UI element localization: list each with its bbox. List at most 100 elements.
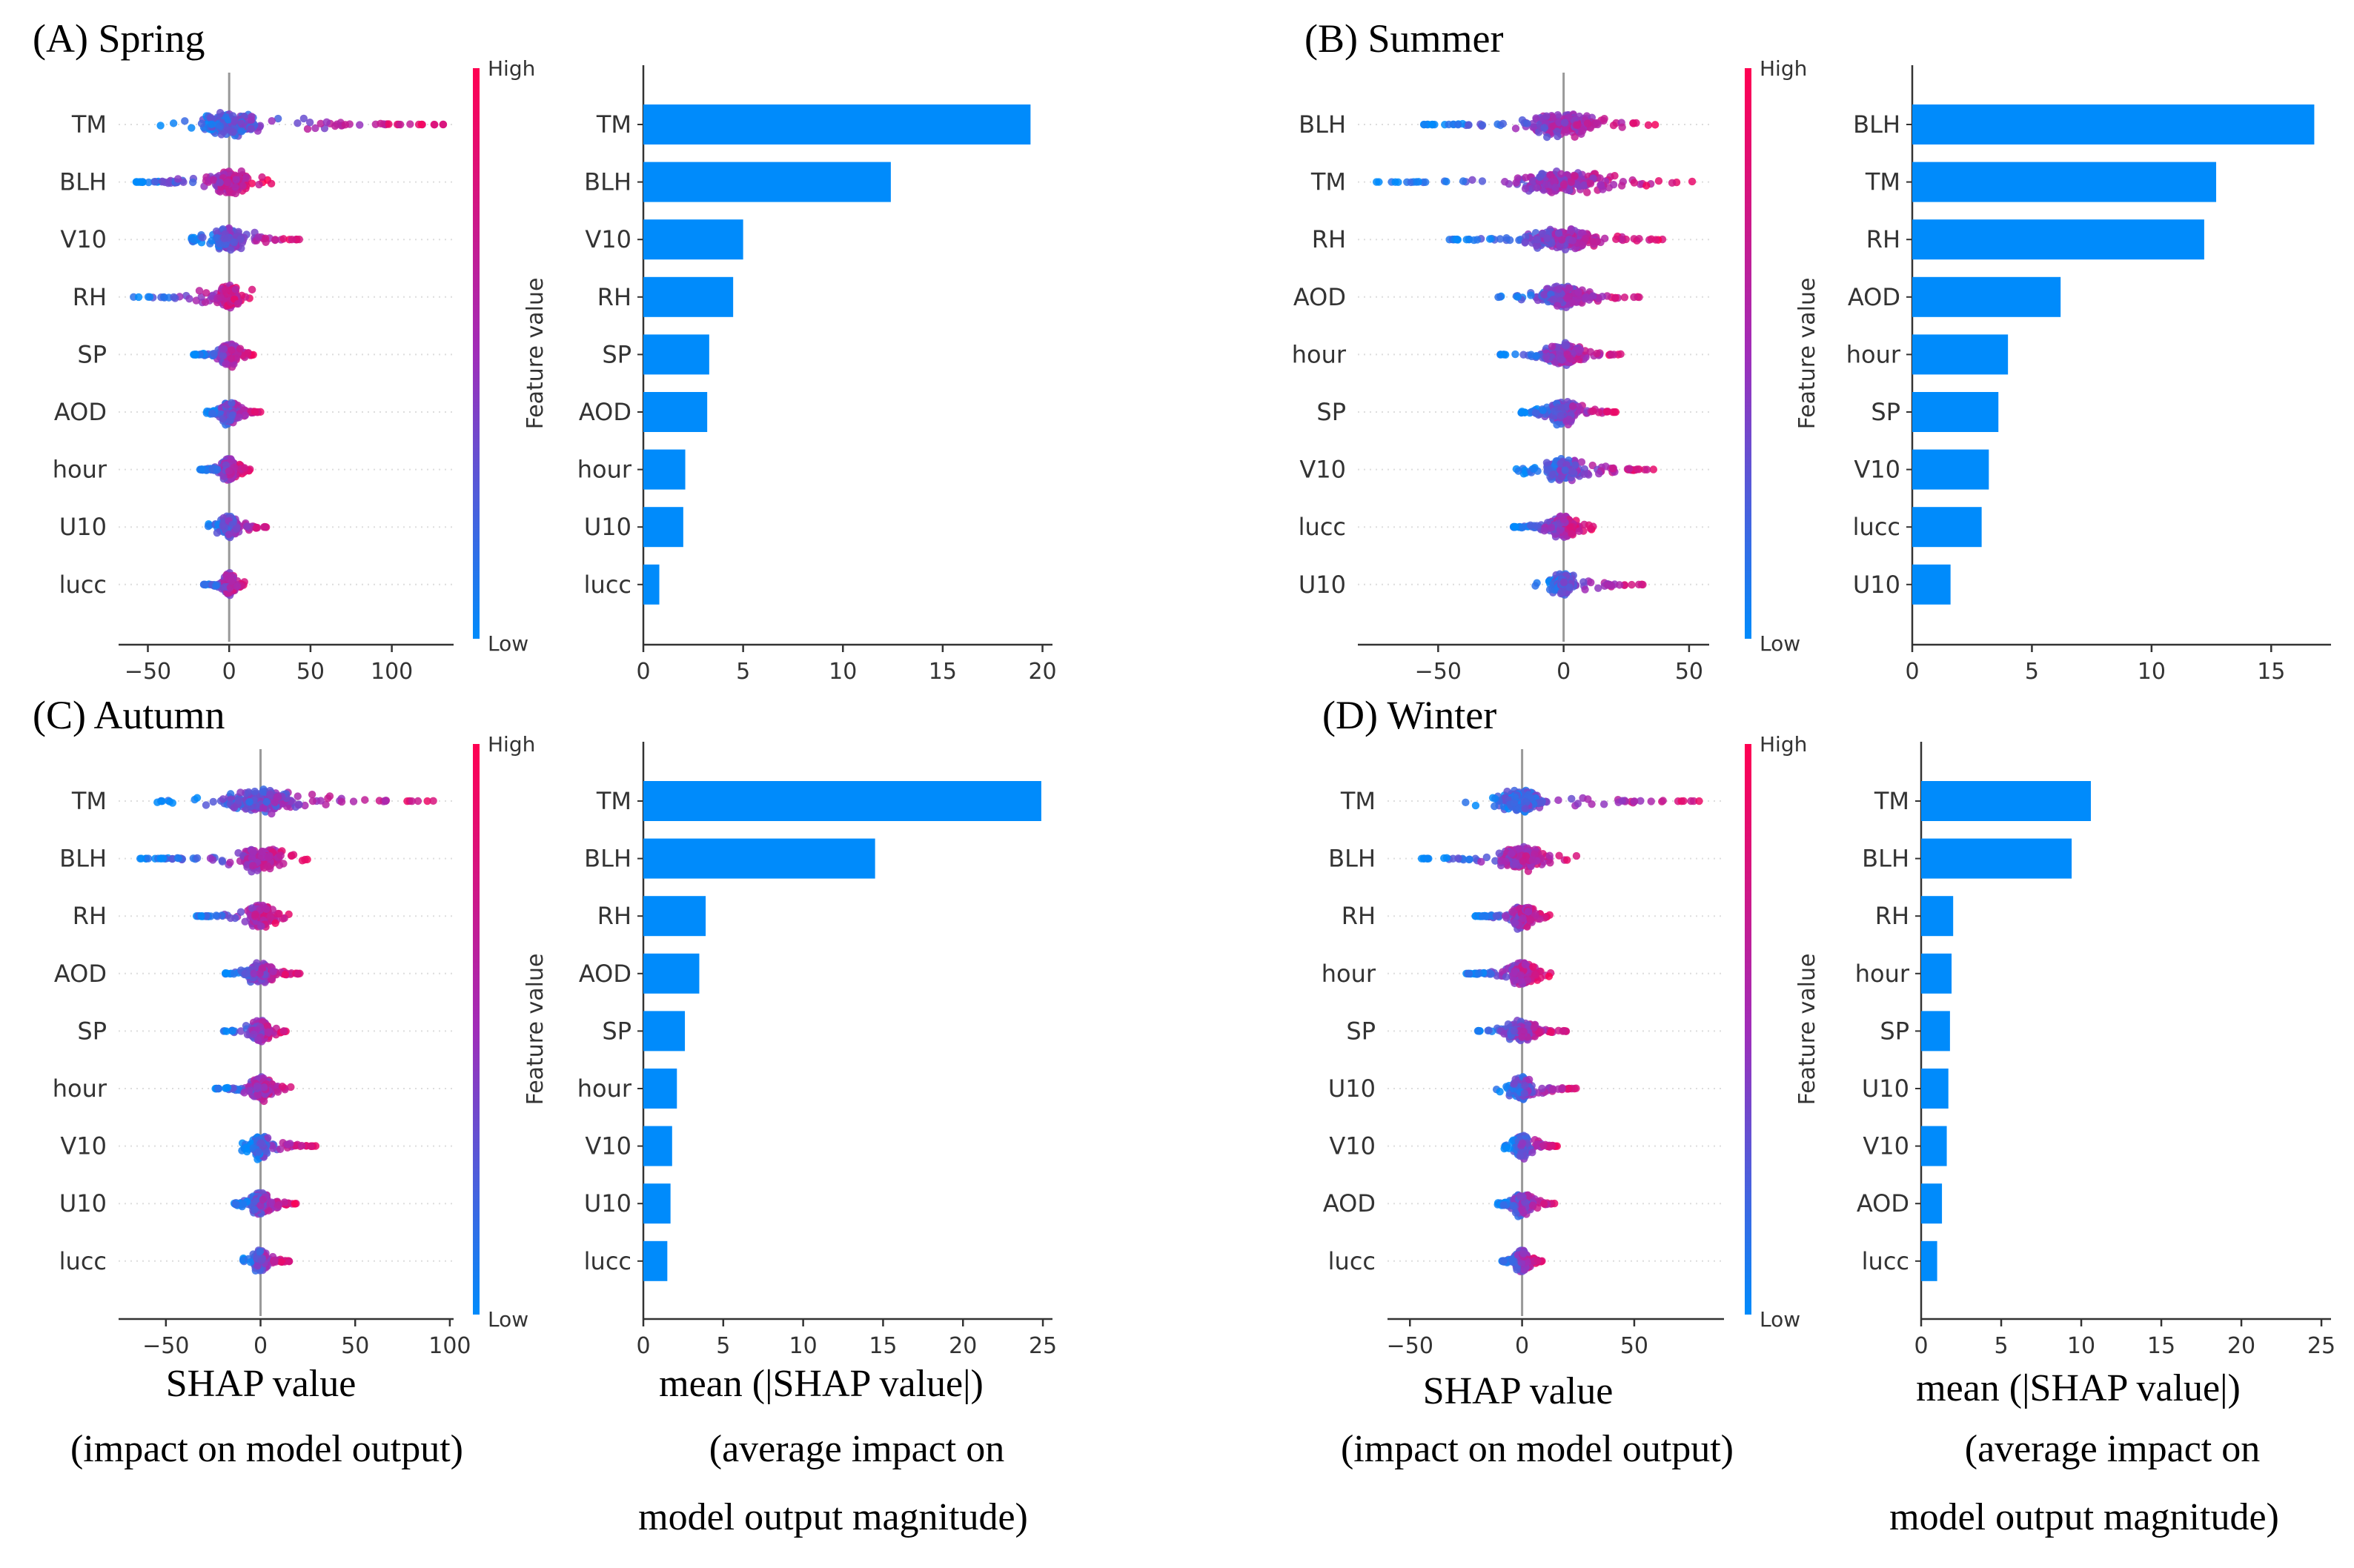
shap-point — [1562, 294, 1571, 302]
panel-title: (C) Autumn — [33, 693, 225, 737]
shap-point — [1530, 465, 1538, 473]
bar-U10 — [1912, 564, 1951, 605]
shap-point — [158, 177, 167, 186]
shap-point — [406, 120, 414, 128]
bar-BLH — [643, 162, 891, 202]
shap-point — [1542, 133, 1551, 142]
shap-point — [1557, 170, 1565, 178]
points-RH — [130, 281, 256, 312]
bar-feature-label: RH — [1866, 225, 1900, 253]
shap-point — [417, 120, 426, 129]
bar-U10 — [643, 507, 683, 548]
x-tick-label: −50 — [125, 659, 171, 685]
shap-point — [1580, 470, 1588, 479]
shap-point — [268, 809, 276, 818]
bar-feature-label: RH — [597, 283, 631, 311]
bar-x-tick-label: 20 — [1028, 659, 1056, 685]
shap-point — [195, 287, 204, 295]
shap-point — [173, 175, 182, 183]
bar-x-tick-label: 0 — [636, 659, 650, 685]
colorbar — [473, 68, 480, 639]
shap-point — [294, 119, 302, 127]
shap-point — [1428, 120, 1436, 129]
shap-point — [1617, 182, 1626, 190]
shap-point — [1612, 235, 1620, 244]
bar-V10 — [643, 219, 743, 260]
shap-point — [1567, 178, 1576, 187]
shap-point — [1610, 408, 1619, 416]
shap-point — [1545, 585, 1554, 594]
shap-point — [294, 792, 302, 800]
bar-feature-label: lucc — [584, 571, 631, 599]
shap-point — [237, 119, 245, 127]
shap-point — [1478, 177, 1487, 185]
shap-point — [262, 797, 271, 806]
shap-point — [165, 797, 174, 805]
shap-point — [234, 796, 243, 805]
shap-point — [1478, 121, 1487, 130]
shap-point — [193, 794, 202, 802]
shap-point — [258, 847, 266, 856]
shap-point — [225, 467, 233, 476]
points-BLH — [1419, 110, 1660, 142]
shap-point — [1581, 585, 1589, 594]
shap-point — [258, 173, 266, 182]
shap-point — [199, 233, 207, 242]
bar-feature-label: BLH — [584, 168, 631, 196]
shap-point — [1630, 179, 1639, 187]
shap-point — [236, 788, 245, 797]
shap-point — [237, 127, 246, 136]
shap-point — [1593, 119, 1601, 127]
feature-label: V10 — [1299, 456, 1346, 484]
x-tick-label: 50 — [1675, 659, 1703, 685]
shap-point — [209, 176, 217, 185]
shap-point — [230, 238, 239, 247]
shap-point — [1473, 236, 1482, 244]
bar-feature-label: U10 — [584, 513, 631, 541]
shap-point — [1519, 523, 1527, 531]
shap-point — [243, 349, 252, 357]
shap-point — [288, 236, 296, 244]
shap-point — [1559, 181, 1568, 189]
bar-AOD — [643, 392, 708, 432]
points-U10 — [204, 512, 271, 542]
shap-point — [279, 235, 288, 243]
shap-point — [259, 788, 267, 796]
shap-point — [1586, 179, 1595, 188]
shap-point — [209, 797, 217, 806]
shap-point — [1501, 178, 1509, 186]
bar-feature-label: lucc — [1853, 513, 1900, 541]
shap-point — [247, 124, 255, 133]
shap-point — [242, 522, 251, 531]
shap-point — [225, 224, 233, 233]
shap-point — [208, 410, 216, 418]
shap-point — [206, 113, 215, 122]
bar-feature-label: U10 — [1853, 571, 1900, 599]
shap-point — [430, 120, 438, 129]
shap-point — [1635, 235, 1643, 243]
shap-point — [1527, 291, 1535, 299]
shap-point — [331, 122, 339, 130]
points-V10 — [188, 224, 303, 254]
shap-point — [1547, 523, 1556, 532]
shap-point — [249, 847, 257, 855]
feature-value-label: Feature value — [1794, 278, 1820, 430]
feature-label: RH — [73, 283, 107, 311]
feature-label: SP — [1316, 398, 1346, 426]
shap-point — [1574, 288, 1582, 296]
points-lucc — [199, 568, 248, 599]
shap-point — [271, 236, 279, 245]
points-TM — [1373, 167, 1697, 196]
shap-point — [1633, 465, 1642, 474]
shap-point — [210, 350, 218, 358]
shap-point — [153, 798, 162, 806]
shap-point — [280, 914, 288, 923]
shap-point — [316, 119, 325, 128]
shap-point — [1634, 580, 1643, 589]
shap-point — [268, 116, 276, 125]
shap-point — [1494, 293, 1502, 302]
shap-point — [1620, 293, 1629, 302]
shap-point — [381, 797, 390, 805]
